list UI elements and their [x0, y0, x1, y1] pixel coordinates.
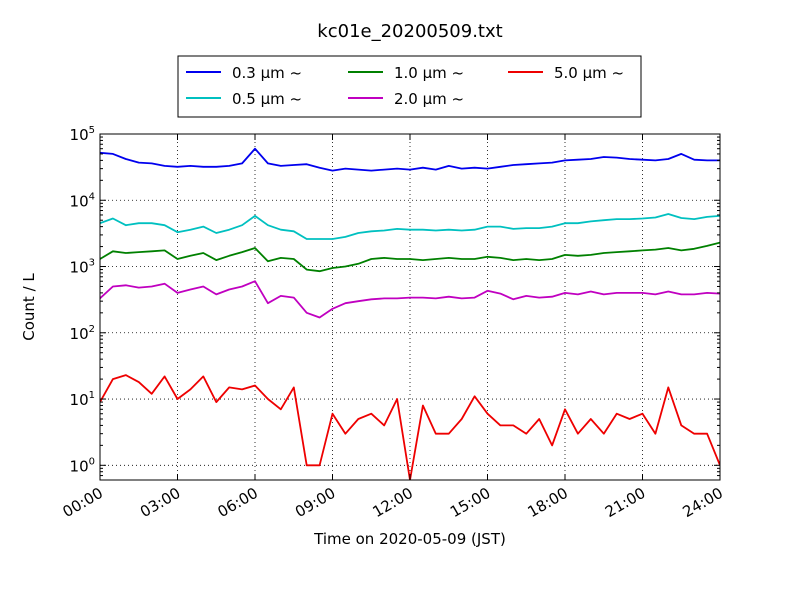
legend-box	[177, 55, 642, 118]
series-line-2	[100, 241, 720, 273]
series-line-3	[100, 280, 720, 319]
chart-title: kc01e_20200509.txt	[317, 21, 502, 42]
series-layer	[100, 147, 720, 480]
ticks	[99, 133, 721, 481]
grid	[99, 133, 721, 480]
series-line-1	[100, 213, 720, 240]
x-tick-label: 00:00	[60, 484, 106, 521]
x-tick-label: 06:00	[215, 484, 261, 521]
x-tick-labels: 00:00 03:00 06:00 09:00 12:00 15:00 18:00 21:00…	[60, 484, 726, 521]
x-tick-label: 21:00	[602, 484, 648, 521]
y-tick-label: 104	[70, 191, 95, 210]
x-tick-label: 12:00	[370, 484, 416, 521]
y-tick-label: 101	[70, 390, 95, 409]
x-tick-label: 03:00	[137, 484, 183, 521]
legend-label: 1.0 μm ~	[394, 64, 464, 82]
legend-label: 0.3 μm ~	[232, 64, 302, 82]
y-tick-labels: 100 101 102 103 104 105	[70, 125, 95, 475]
x-tick-label: 18:00	[525, 484, 571, 521]
x-tick-label: 09:00	[292, 484, 338, 521]
x-tick-label: 24:00	[680, 484, 726, 521]
y-axis-label: Count / L	[20, 273, 38, 341]
series-line-4	[100, 374, 720, 480]
y-tick-label: 102	[70, 324, 95, 343]
legend-label: 5.0 μm ~	[554, 64, 624, 82]
y-tick-label: 105	[70, 125, 95, 144]
legend: 0.3 μm ~ 0.5 μm ~ 1.0 μm ~ 2.0 μm ~ 5.0 μm ~	[177, 55, 642, 118]
legend-label: 0.5 μm ~	[232, 90, 302, 108]
y-tick-label: 100	[70, 456, 95, 475]
x-tick-label: 15:00	[447, 484, 493, 521]
series-line-0	[100, 147, 720, 172]
y-tick-label: 103	[70, 258, 95, 277]
x-axis-label: Time on 2020-05-09 (JST)	[313, 530, 506, 548]
legend-label: 2.0 μm ~	[394, 90, 464, 108]
